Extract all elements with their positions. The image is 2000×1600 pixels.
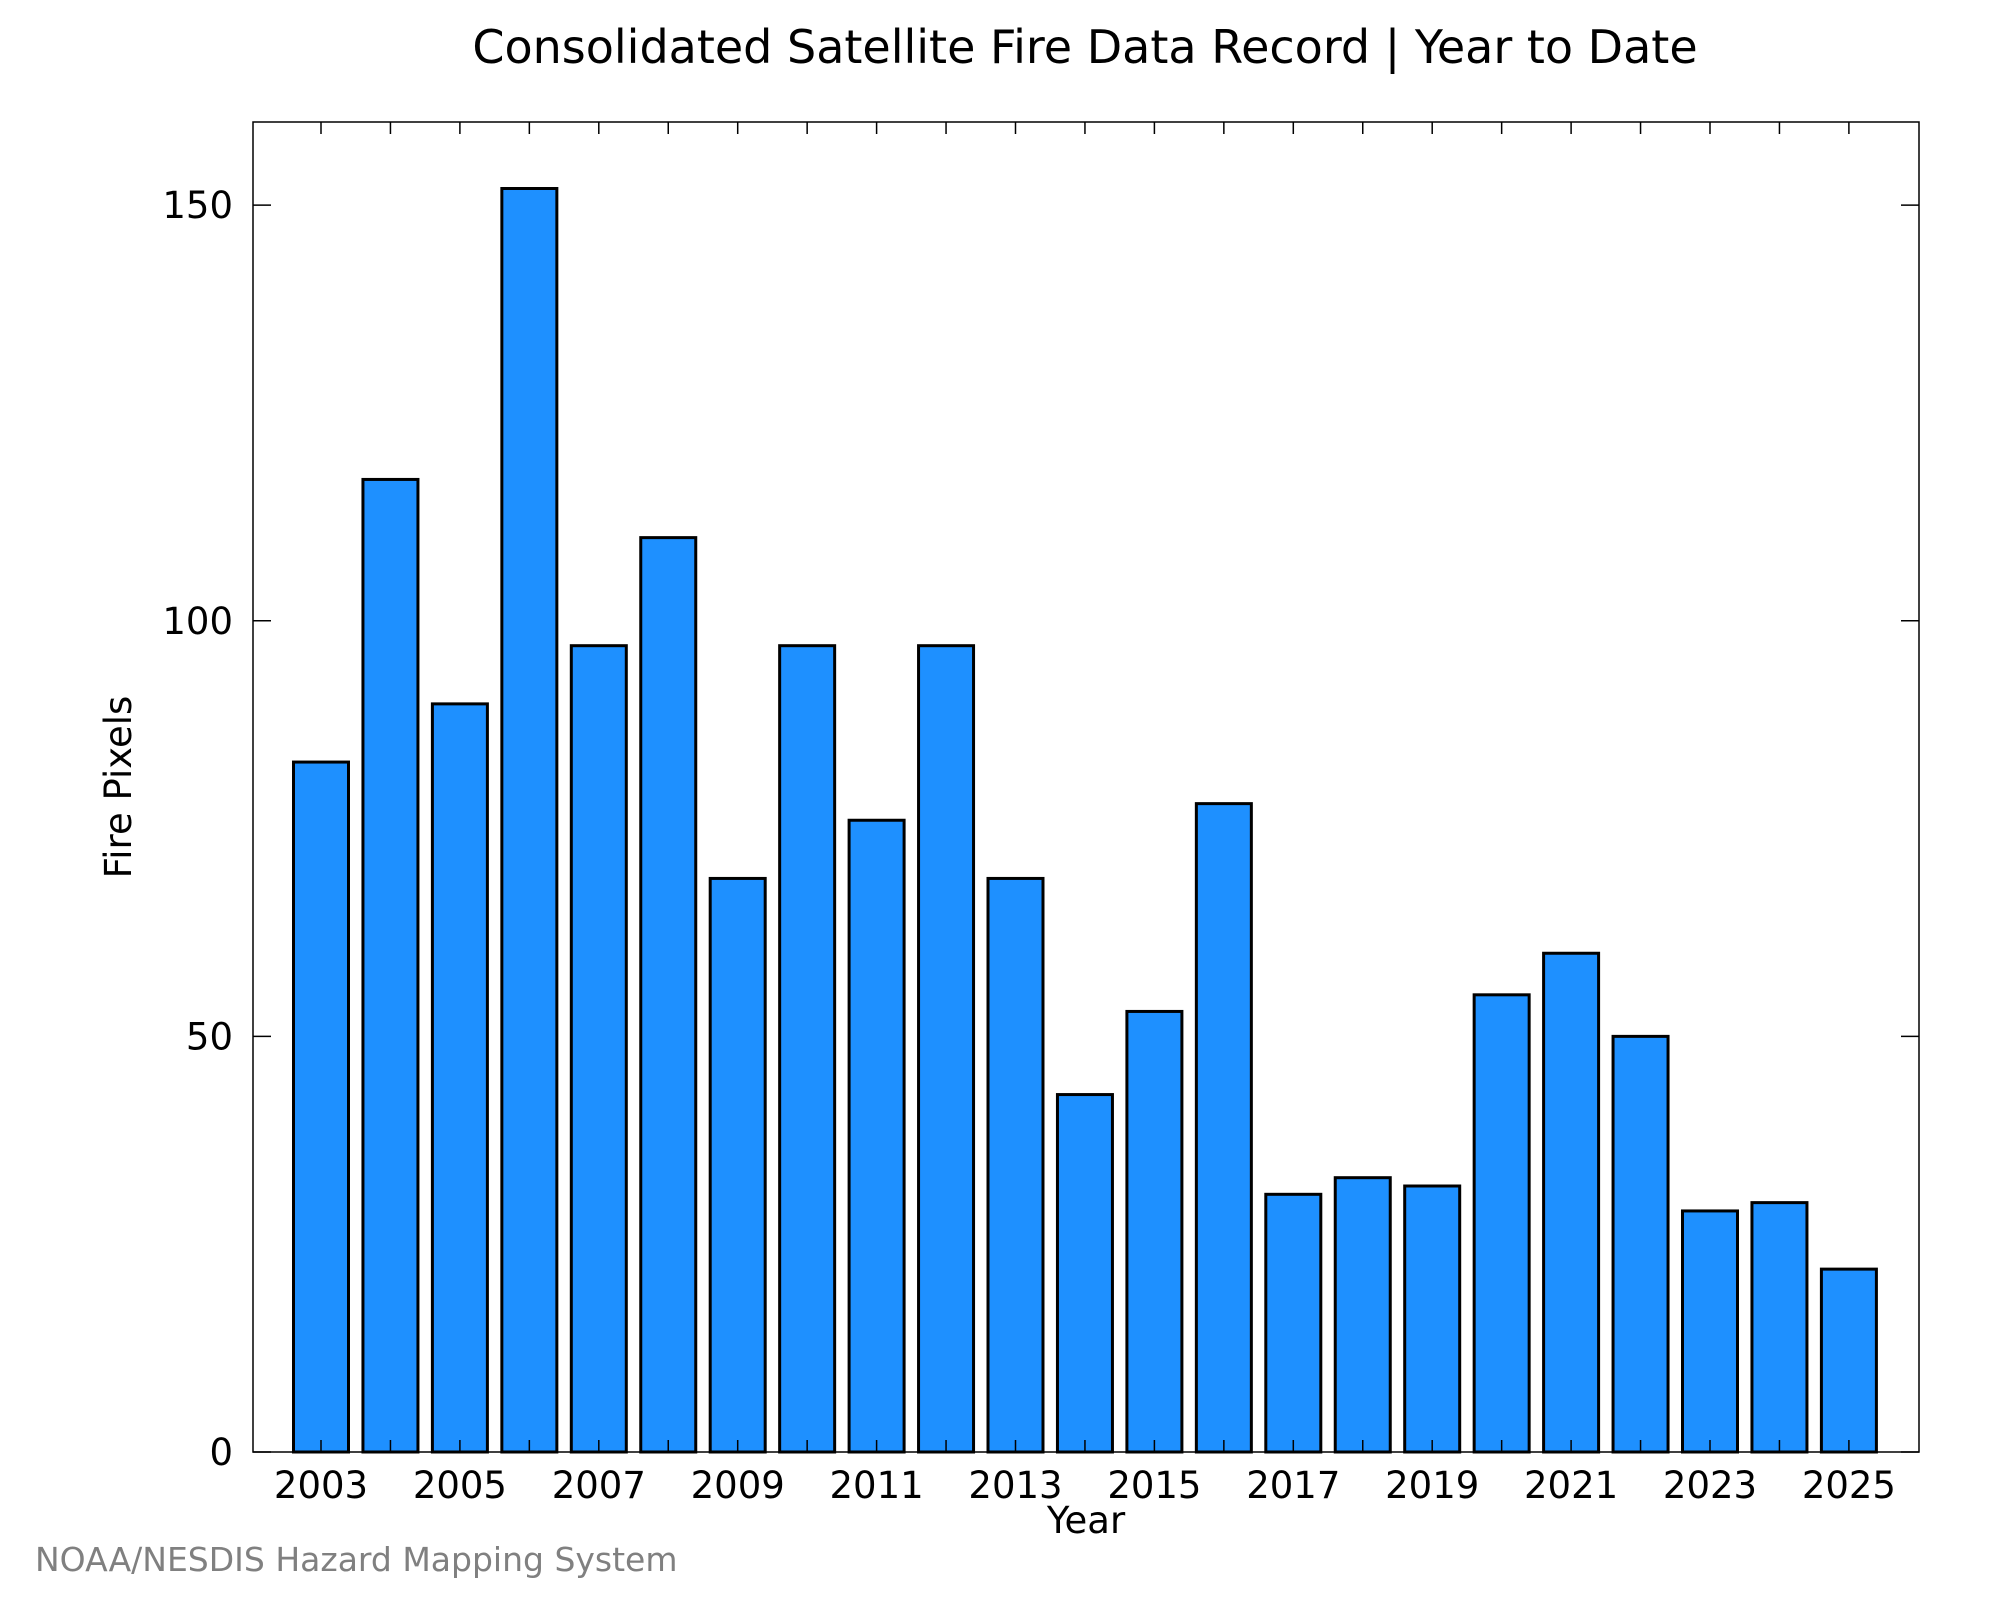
bar-2011 [847,818,906,1454]
x-tick-label-2013: 2013 [968,1464,1062,1507]
bar-2013 [986,876,1045,1454]
bar-2007 [569,644,628,1454]
x-tick-label-2017: 2017 [1246,1464,1340,1507]
bar-2019 [1403,1184,1462,1454]
credit-text: NOAA/NESDIS Hazard Mapping System [35,1540,678,1579]
x-tick-label-2015: 2015 [1107,1464,1201,1507]
chart-title: Consolidated Satellite Fire Data Record … [472,20,1697,75]
x-tick-label-2021: 2021 [1524,1464,1618,1507]
x-tick-label-2023: 2023 [1663,1464,1757,1507]
ticks-layer: 2003 2005 2007 2009 2011 2013 2015 2017 2019 2021… [162,122,1919,1507]
bar-2023 [1681,1209,1739,1454]
bar-2015 [1125,1009,1184,1454]
x-axis-title: Year [1046,1499,1126,1542]
bar-2017 [1264,1192,1323,1454]
bar-2012 [917,644,976,1454]
bar-2014 [1055,1093,1114,1454]
bar-2024 [1750,1201,1809,1454]
bar-2010 [778,644,837,1454]
x-tick-label-2007: 2007 [552,1464,646,1507]
bar-2021 [1542,951,1601,1454]
bar-2006 [500,187,559,1454]
bar-2005 [430,702,489,1454]
bar-2016 [1194,802,1253,1454]
bar-2004 [361,477,420,1454]
bar-2008 [639,536,698,1454]
x-tick-label-2005: 2005 [413,1464,507,1507]
bar-2018 [1333,1176,1392,1454]
x-tick-label-2003: 2003 [274,1464,368,1507]
x-tick-label-2025: 2025 [1802,1464,1896,1507]
bars-layer [292,187,1878,1454]
bar-2009 [708,876,767,1454]
y-axis-title: Fire Pixels [97,696,140,879]
x-tick-label-2019: 2019 [1385,1464,1479,1507]
y-tick-label-0: 0 [209,1431,233,1474]
y-tick-label-150: 150 [162,184,233,227]
bar-2020 [1472,993,1531,1454]
x-tick-label-2011: 2011 [830,1464,924,1507]
plot-frame [252,121,1920,1453]
bar-2022 [1611,1034,1670,1454]
bar-2003 [292,760,350,1454]
y-tick-label-100: 100 [162,600,233,643]
bar-2025 [1819,1267,1878,1454]
x-tick-label-2009: 2009 [691,1464,785,1507]
y-tick-label-50: 50 [186,1015,233,1058]
